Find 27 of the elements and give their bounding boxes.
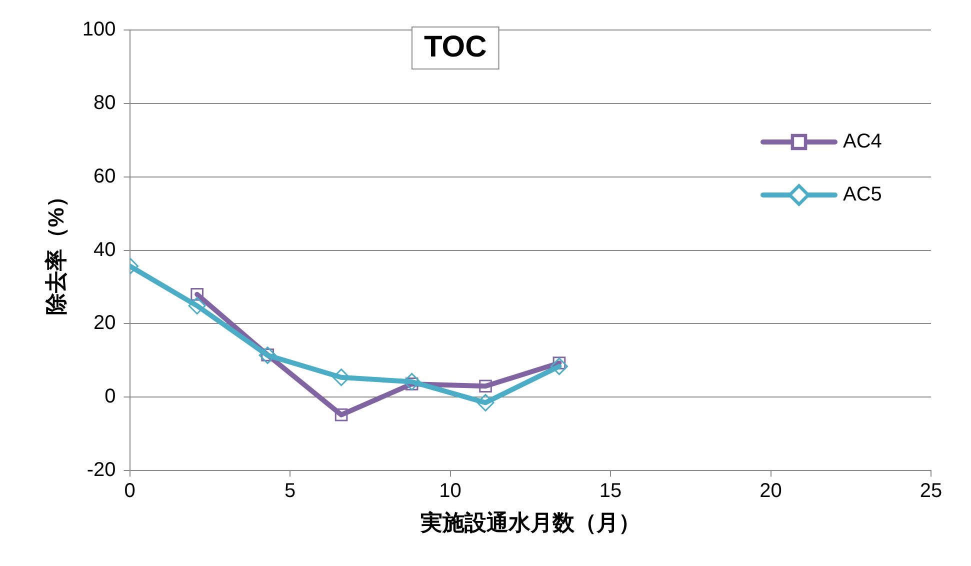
point [188,296,206,314]
y-axis-title: 除去率（%） [43,186,68,316]
y-tick-label: 80 [94,92,116,114]
x-tick-label: 5 [284,480,296,502]
y-tick-label: 40 [94,238,116,261]
x-tick-label: 0 [124,480,136,502]
point [258,346,276,364]
y-tick-label: -20 [86,459,116,482]
point [550,358,568,376]
point [476,394,494,412]
y-tick-label: 0 [104,386,116,408]
y-tick-label: 100 [82,18,116,41]
x-tick-label: 25 [920,480,942,502]
y-tick-label: 20 [94,312,116,334]
x-tick-label: 20 [760,480,782,502]
x-axis-title: 実施設通水月数（月） [419,510,640,535]
point [332,368,350,386]
x-tick-label: 10 [439,480,462,502]
point [403,372,421,390]
legend-label: AC4 [843,130,882,153]
y-tick-label: 60 [94,165,116,188]
point [190,288,204,301]
chart-title: TOC [424,30,487,64]
point [479,380,492,393]
point [334,408,348,422]
legend-label: AC5 [843,184,882,206]
x-tick-label: 15 [599,480,622,502]
